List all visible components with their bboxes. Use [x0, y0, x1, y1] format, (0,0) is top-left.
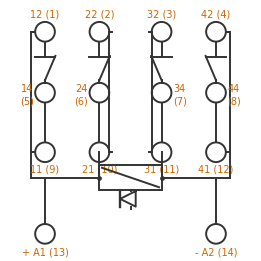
Text: 12 (1): 12 (1): [30, 9, 60, 19]
Text: 32 (3): 32 (3): [147, 9, 176, 19]
Text: - A2 (14): - A2 (14): [195, 248, 237, 258]
Text: 21 (10): 21 (10): [82, 165, 117, 175]
Bar: [99, 165, 162, 190]
Text: 14
(5): 14 (5): [20, 85, 34, 106]
Text: 34
(7): 34 (7): [173, 85, 187, 106]
Text: + A1 (13): + A1 (13): [22, 248, 68, 258]
Text: 42 (4): 42 (4): [201, 9, 231, 19]
Text: 44
(8): 44 (8): [227, 85, 241, 106]
Text: 41 (12): 41 (12): [198, 165, 234, 175]
Text: 11 (9): 11 (9): [31, 165, 60, 175]
Text: 22 (2): 22 (2): [85, 9, 114, 19]
Text: 31 (11): 31 (11): [144, 165, 179, 175]
Text: 24
(6): 24 (6): [74, 85, 88, 106]
